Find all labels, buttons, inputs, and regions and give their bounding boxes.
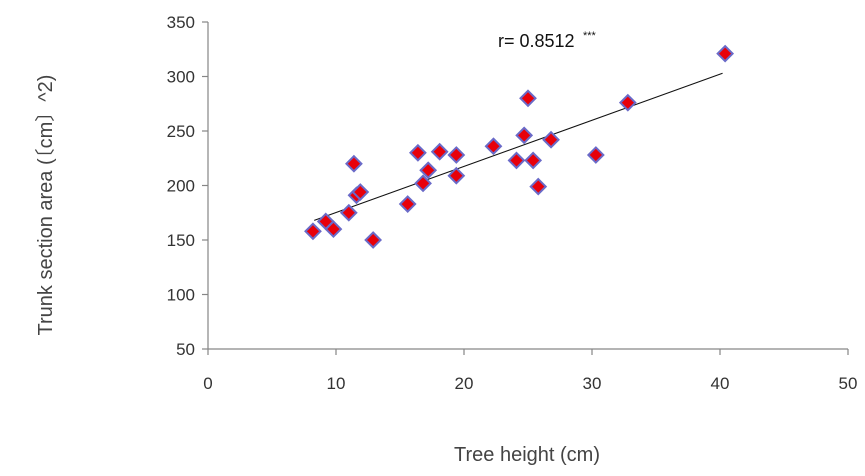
- trendline-group: [314, 72, 723, 221]
- data-point: [324, 220, 343, 239]
- data-point: [484, 137, 503, 156]
- data-point: [447, 146, 466, 164]
- data-point: [519, 89, 537, 108]
- data-point: [529, 177, 548, 196]
- data-point: [419, 161, 438, 180]
- data-point: [524, 151, 543, 170]
- data-point: [542, 130, 560, 149]
- trendline: [314, 72, 723, 221]
- y-tick-label: 50: [176, 340, 195, 359]
- correlation-label: r= 0.8512: [498, 31, 575, 51]
- data-point: [345, 154, 363, 173]
- y-tick-label: 200: [167, 177, 195, 196]
- x-tick-label: 50: [839, 374, 858, 393]
- x-axis-title: Tree height (cm): [454, 444, 600, 466]
- data-point: [515, 126, 534, 145]
- axes: 50 100 150 200 250 300 350 0 10 20 30 40 50: [167, 13, 858, 393]
- y-tick-label: 350: [167, 13, 195, 32]
- data-point: [304, 222, 322, 241]
- data-point: [414, 174, 432, 193]
- data-point: [618, 93, 637, 112]
- data-point: [409, 143, 427, 162]
- correlation-annotation: r= 0.8512 ***: [498, 30, 597, 51]
- data-points: [304, 44, 735, 249]
- y-tick-label: 300: [167, 68, 195, 87]
- data-point: [447, 166, 466, 185]
- x-tick-label: 20: [455, 374, 474, 393]
- y-tick-label: 100: [167, 286, 195, 305]
- data-point: [339, 203, 358, 222]
- data-point: [716, 44, 735, 63]
- data-point: [364, 231, 383, 249]
- y-tick-label: 150: [167, 231, 195, 250]
- data-point: [351, 183, 370, 201]
- y-axis-title: Trunk section area (〔cm〕^2): [34, 75, 57, 336]
- data-point: [430, 142, 449, 161]
- data-point: [586, 146, 605, 164]
- y-tick-label: 250: [167, 122, 195, 141]
- x-tick-label: 30: [583, 374, 602, 393]
- x-tick-label: 10: [327, 374, 346, 393]
- significance-marker: ***: [583, 30, 597, 42]
- x-tick-label: 40: [711, 374, 730, 393]
- data-point: [398, 195, 417, 213]
- x-tick-label: 0: [203, 374, 212, 393]
- data-point: [507, 151, 526, 170]
